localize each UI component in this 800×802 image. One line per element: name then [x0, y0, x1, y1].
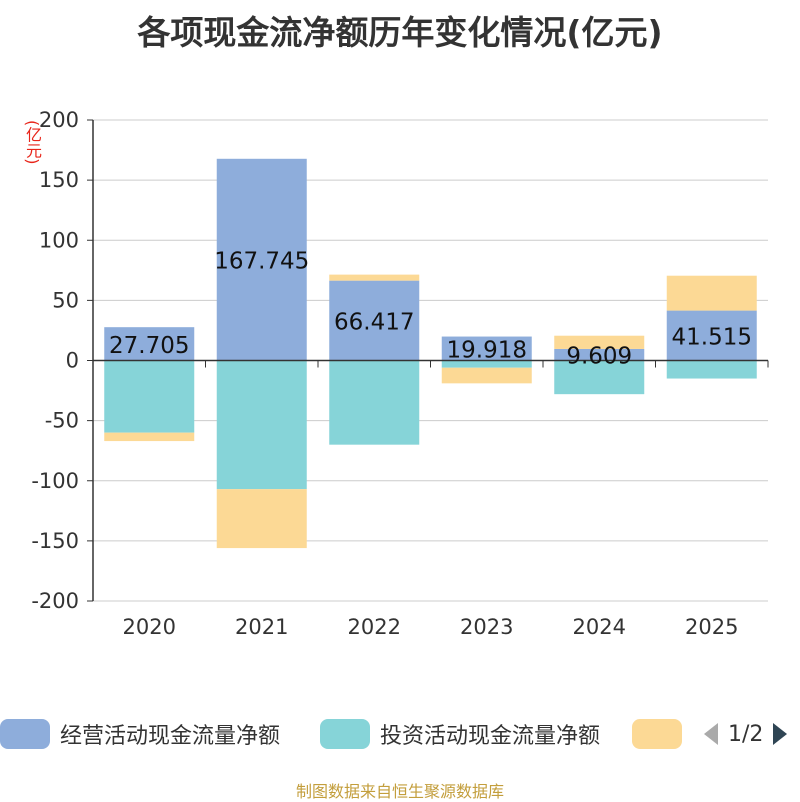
- bar-investing[interactable]: [329, 360, 420, 445]
- chart-title: 各项现金流净额历年变化情况(亿元): [137, 13, 663, 52]
- x-tick-label: 2025: [685, 615, 738, 639]
- bar-investing[interactable]: [666, 360, 757, 379]
- bar-financing[interactable]: [554, 335, 645, 349]
- y-tick-label: 50: [52, 288, 79, 312]
- bar-investing[interactable]: [441, 360, 532, 368]
- y-tick-label: -50: [45, 409, 79, 433]
- y-axis-unit-label: (亿元): [23, 120, 42, 165]
- data-label: 167.745: [214, 249, 309, 275]
- legend-label-operating: 经营活动现金流量净额: [60, 724, 281, 749]
- bar-financing[interactable]: [104, 432, 195, 442]
- data-label: 19.918: [447, 338, 527, 364]
- legend-item-investing[interactable]: 投资活动现金流量净额: [320, 716, 600, 752]
- bar-financing[interactable]: [441, 367, 532, 384]
- bar-operating[interactable]: [216, 158, 307, 361]
- gridlines: [93, 119, 768, 602]
- legend-swatch-financing: [632, 719, 682, 749]
- x-tick-label: 2022: [348, 615, 401, 639]
- legend-swatch-operating: [0, 719, 50, 749]
- bar-investing[interactable]: [216, 360, 307, 490]
- chevron-right-icon: [773, 723, 788, 745]
- y-tick-label: 150: [39, 168, 79, 192]
- data-label: 66.417: [334, 310, 414, 336]
- x-tick-label: 2023: [460, 615, 513, 639]
- data-label: 27.705: [109, 333, 189, 359]
- source-note: 制图数据来自恒生聚源数据库: [295, 782, 504, 801]
- y-tick-label: 200: [39, 108, 79, 132]
- y-tick-label: -200: [31, 589, 79, 613]
- y-tick-label: -100: [31, 469, 79, 493]
- bar-investing[interactable]: [104, 360, 195, 433]
- legend-label-investing: 投资活动现金流量净额: [380, 724, 601, 749]
- bar-operating[interactable]: [441, 336, 532, 361]
- legend-next-button[interactable]: [769, 719, 791, 749]
- x-tick-label: 2021: [235, 615, 288, 639]
- y-tick-label: 100: [39, 228, 79, 252]
- bar-financing[interactable]: [216, 489, 307, 549]
- bar-financing[interactable]: [666, 275, 757, 311]
- legend: 经营活动现金流量净额 投资活动现金流量净额 1/2: [0, 716, 800, 752]
- y-tick-label: 0: [66, 349, 79, 373]
- data-label: 9.609: [566, 344, 632, 370]
- bar-operating[interactable]: [554, 348, 645, 361]
- x-tick-label: 2024: [573, 615, 626, 639]
- axes: 200 150 100 50 0 -50 -100 -150 -200 2020 2021 2022 2…: [31, 108, 769, 639]
- chevron-left-icon: [704, 723, 718, 745]
- bar-financing[interactable]: [329, 274, 420, 281]
- data-label: 41.515: [672, 325, 752, 351]
- legend-item-operating[interactable]: 经营活动现金流量净额: [0, 716, 280, 752]
- bar-investing[interactable]: [554, 360, 645, 395]
- y-tick-label: -150: [31, 529, 79, 553]
- data-labels: 27.705 167.745 66.417 19.918 9.609 41.515: [109, 249, 752, 370]
- bar-operating[interactable]: [666, 310, 757, 361]
- legend-prev-button[interactable]: [700, 719, 722, 749]
- bar-operating[interactable]: [104, 327, 195, 361]
- legend-swatch-investing: [320, 719, 370, 749]
- legend-pager: 1/2: [700, 716, 791, 752]
- bar-operating[interactable]: [329, 280, 420, 361]
- bars: [104, 158, 757, 549]
- x-tick-label: 2020: [123, 615, 176, 639]
- legend-page-indicator: 1/2: [728, 721, 764, 747]
- stacked-bar-chart: 200 150 100 50 0 -50 -100 -150 -200 2020 2021 2022 2…: [31, 108, 769, 639]
- legend-item-financing[interactable]: [632, 716, 682, 752]
